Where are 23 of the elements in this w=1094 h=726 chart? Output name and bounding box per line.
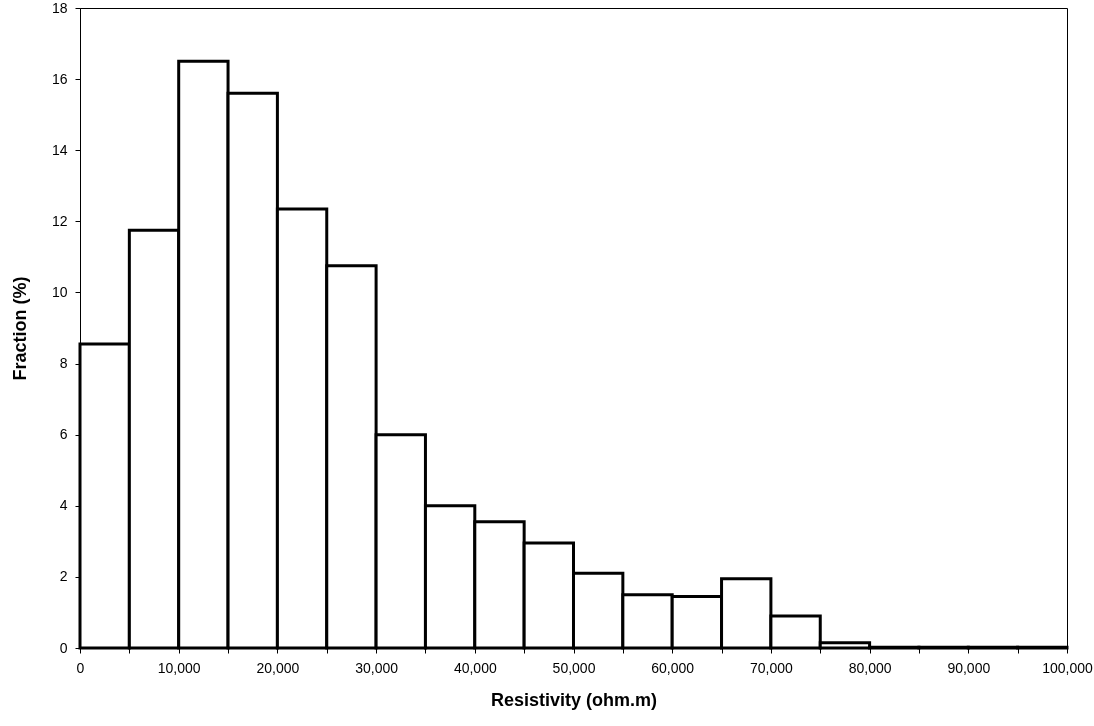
x-tick-label: 40,000 bbox=[453, 659, 497, 676]
y-tick-label: 14 bbox=[51, 141, 68, 158]
y-tick-label: 0 bbox=[59, 639, 68, 656]
x-tick-label: 10,000 bbox=[157, 659, 201, 676]
x-tick-label: 20,000 bbox=[256, 659, 300, 676]
x-axis-title: Resistivity (ohm.m) bbox=[490, 689, 658, 710]
y-axis-title: Fraction (%) bbox=[9, 276, 30, 381]
y-tick-label: 12 bbox=[51, 212, 68, 229]
x-tick-label: 90,000 bbox=[947, 659, 991, 676]
y-tick-label: 16 bbox=[51, 70, 68, 87]
x-tick-label: 50,000 bbox=[552, 659, 596, 676]
y-tick-label: 8 bbox=[59, 355, 68, 372]
x-tick-label: 100,000 bbox=[1042, 659, 1094, 676]
x-tick-label: 60,000 bbox=[651, 659, 695, 676]
y-tick-label: 18 bbox=[51, 0, 68, 16]
y-tick-label: 6 bbox=[59, 426, 68, 443]
x-tick-label: 80,000 bbox=[848, 659, 892, 676]
y-tick-label: 10 bbox=[51, 283, 68, 300]
x-tick-label: 70,000 bbox=[749, 659, 794, 676]
y-tick-label: 2 bbox=[59, 568, 68, 585]
x-tick-label: 30,000 bbox=[355, 659, 399, 676]
y-tick-label: 4 bbox=[59, 497, 68, 514]
x-tick-label: 0 bbox=[76, 659, 85, 676]
